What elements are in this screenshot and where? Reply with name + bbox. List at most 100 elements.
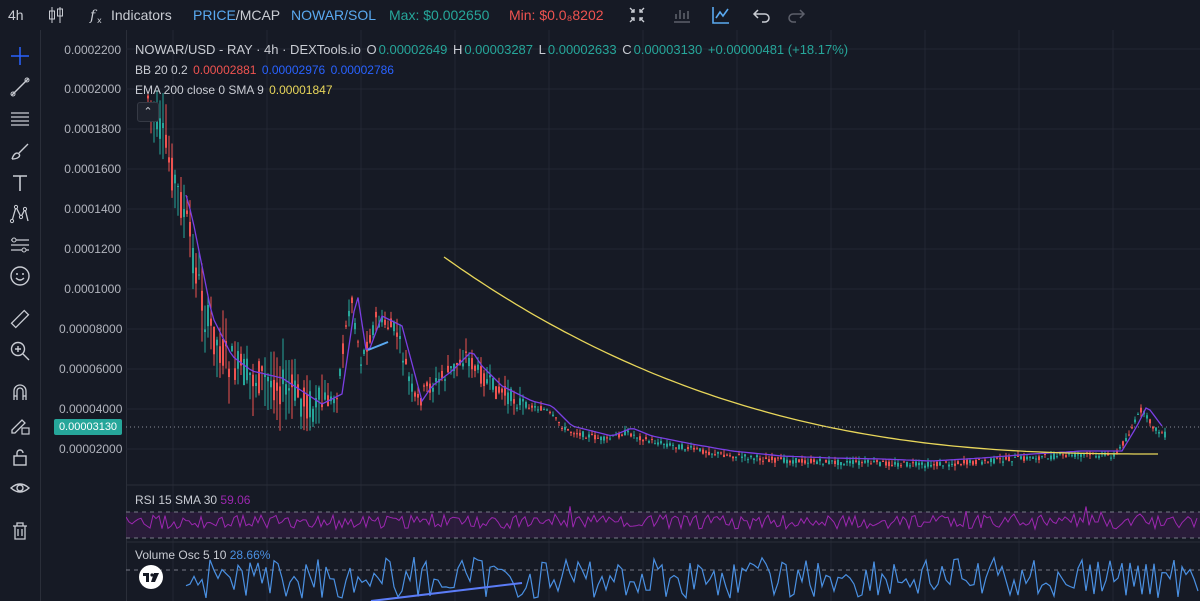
redo-icon[interactable] (786, 5, 806, 25)
compress-icon[interactable] (627, 5, 647, 25)
price-mcap-toggle[interactable]: PRICE/MCAP (193, 7, 280, 23)
candle-body (711, 453, 713, 455)
text-icon[interactable] (9, 172, 31, 194)
candle-body (915, 461, 917, 466)
candle-body (717, 451, 719, 454)
price-tick: 0.00002000 (59, 442, 123, 456)
candle-body (453, 363, 455, 372)
candle-body (372, 325, 374, 335)
fx-icon[interactable]: f x (88, 5, 108, 25)
line-chart-icon[interactable] (711, 5, 731, 25)
trend-line-icon[interactable] (9, 76, 31, 98)
candle-body (1056, 456, 1058, 458)
candle-body (957, 461, 959, 464)
candle-body (1068, 453, 1070, 455)
ema-legend[interactable]: EMA 200 close 0 SMA 9 0.00001847 (135, 83, 335, 97)
magnet-icon[interactable] (9, 382, 31, 404)
ruler-icon[interactable] (9, 308, 31, 330)
candle-body (1122, 441, 1124, 446)
candle-body (972, 461, 974, 465)
trash-icon[interactable] (9, 520, 31, 542)
candle-body (249, 372, 251, 376)
candle-body (1017, 455, 1019, 457)
max-price: Max: $0.002650 (389, 7, 490, 23)
price-option[interactable]: PRICE (193, 7, 236, 23)
candle-body (519, 398, 521, 406)
bar-chart-icon[interactable] (672, 5, 692, 25)
symbol-title[interactable]: NOWAR/USD - RAY · 4h · DEXTools.io (135, 42, 361, 57)
candle-body (411, 383, 413, 392)
candle-body (948, 464, 950, 467)
undo-icon[interactable] (752, 5, 772, 25)
candle-body (186, 210, 188, 214)
lock-icon[interactable] (9, 446, 31, 468)
emoji-icon[interactable] (9, 265, 31, 287)
candle-body (399, 336, 401, 340)
separator: / (235, 7, 240, 23)
candle-body (723, 454, 725, 458)
candle-body (1023, 456, 1025, 461)
candle-body (396, 332, 398, 337)
candle-body (183, 209, 185, 218)
candle-body (603, 436, 605, 441)
candle-body (618, 433, 620, 438)
candle-body (537, 409, 539, 411)
candle-body (1155, 427, 1157, 431)
candle-body (435, 378, 437, 382)
candle-body (354, 322, 356, 330)
candle-body (894, 462, 896, 465)
candles-icon[interactable] (46, 5, 66, 25)
candle-body (288, 388, 290, 391)
candle-body (558, 421, 560, 424)
candle-body (408, 376, 410, 382)
candle-body (231, 345, 233, 352)
candle-body (1047, 458, 1049, 460)
candle-body (819, 458, 821, 462)
lock-pencil-icon[interactable] (9, 414, 31, 436)
pair-toggle[interactable]: NOWAR/SOL (291, 7, 377, 23)
mcap-option[interactable]: MCAP (239, 7, 281, 23)
horizontal-lines-icon[interactable] (9, 108, 31, 130)
candle-body (1131, 427, 1133, 429)
candle-body (228, 368, 230, 378)
brush-icon[interactable] (9, 140, 31, 162)
candle-body (510, 388, 512, 402)
rsi-label: RSI 15 SMA 30 (135, 493, 218, 507)
indicators-button[interactable]: Indicators (111, 7, 172, 23)
candle-body (492, 378, 494, 390)
pattern-icon[interactable] (9, 203, 31, 225)
candle-body (780, 457, 782, 460)
candle-body (480, 366, 482, 384)
candle-body (324, 392, 326, 400)
candle-body (531, 405, 533, 408)
candle-body (726, 454, 728, 456)
candle-body (591, 434, 593, 436)
price-tick: 0.0001000 (64, 282, 121, 296)
candle-body (351, 297, 353, 304)
rsi-band (126, 512, 1200, 538)
zoom-icon[interactable] (9, 340, 31, 362)
candle-body (687, 447, 689, 450)
bb-legend[interactable]: BB 20 0.2 0.00002881 0.00002976 0.000027… (135, 63, 396, 77)
measure-lines-icon[interactable] (9, 234, 31, 256)
candle-body (813, 459, 815, 463)
eye-icon[interactable] (9, 477, 31, 499)
price-chart[interactable] (126, 30, 1200, 601)
candle-body (333, 398, 335, 404)
crosshair-icon[interactable] (9, 45, 31, 67)
candle-body (669, 443, 671, 446)
interval-selector[interactable]: 4h (8, 7, 24, 23)
candle-body (606, 437, 608, 439)
candle-body (702, 449, 704, 454)
candle-body (600, 436, 602, 441)
candle-body (627, 430, 629, 433)
candle-body (147, 95, 149, 99)
candle-body (219, 346, 221, 363)
rsi-line (126, 506, 1198, 531)
rsi-legend[interactable]: RSI 15 SMA 30 59.06 (135, 493, 250, 507)
collapse-legend-button[interactable]: ⌃ (137, 102, 159, 122)
tradingview-logo-icon[interactable] (138, 565, 164, 589)
candle-body (357, 341, 359, 343)
volosc-legend[interactable]: Volume Osc 5 10 28.66% (135, 548, 270, 562)
candle-body (681, 444, 683, 449)
